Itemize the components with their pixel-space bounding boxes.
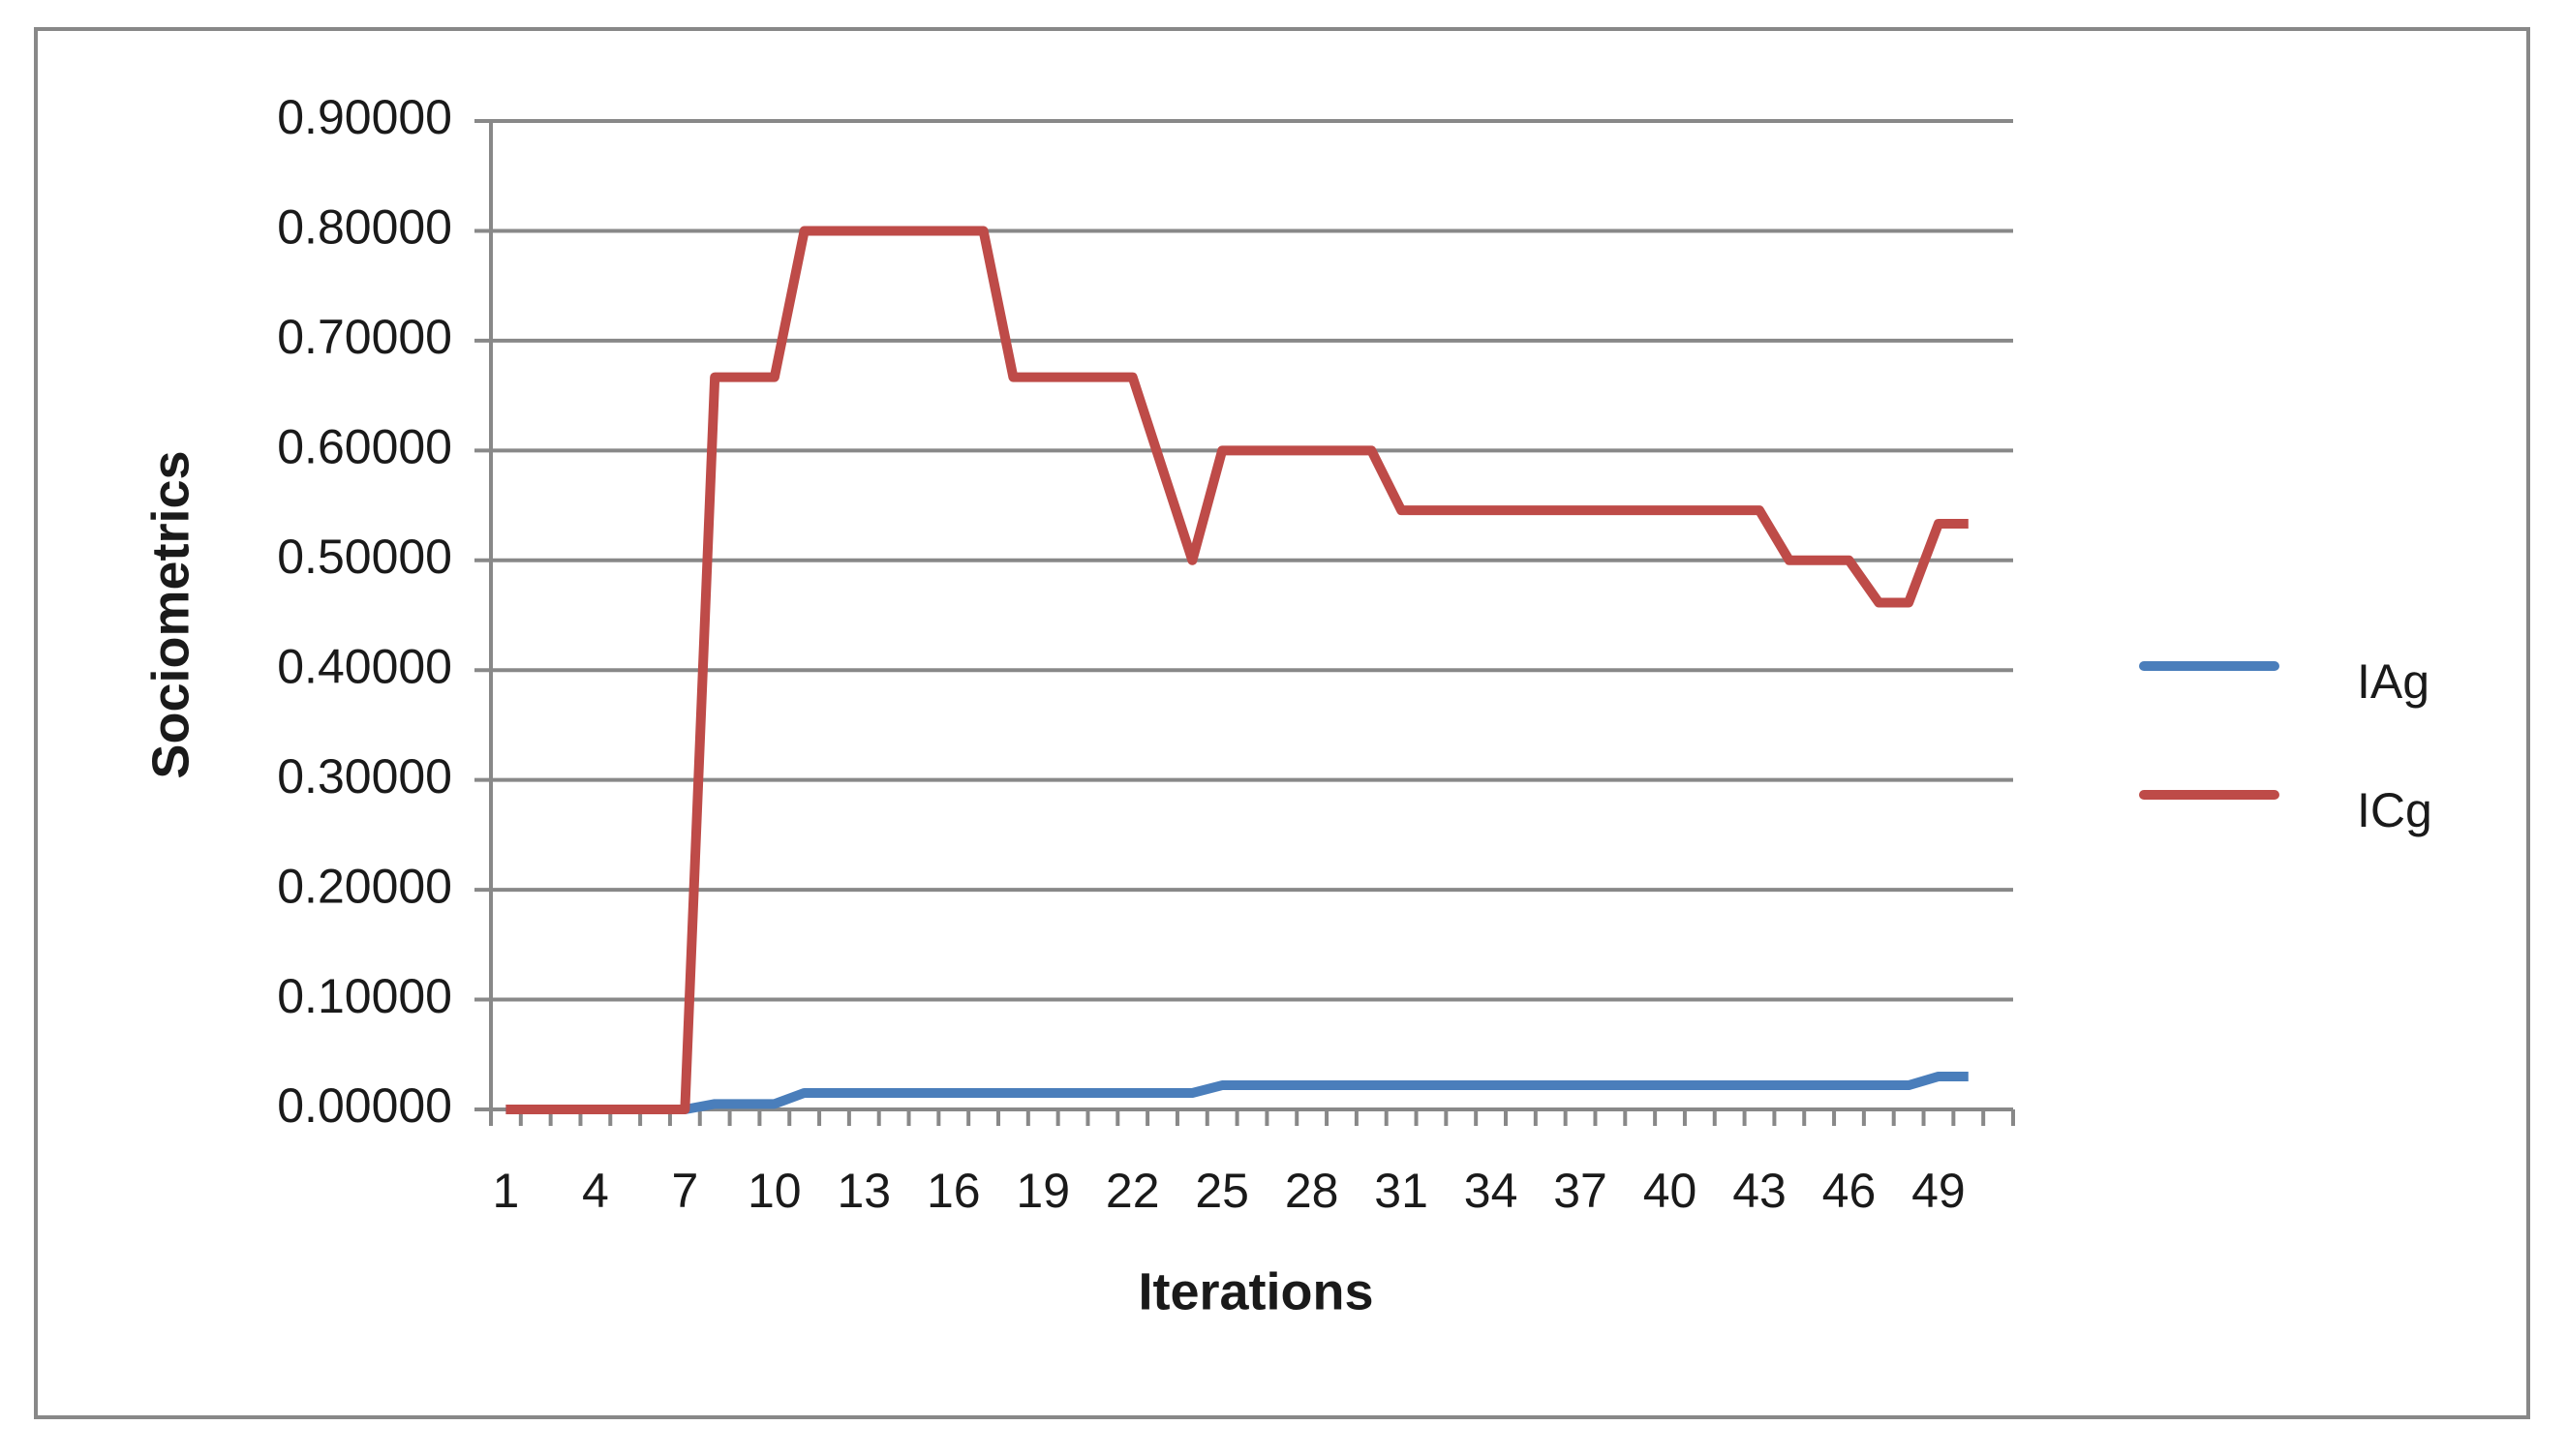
y-tick-label: 0.90000 xyxy=(277,90,452,144)
x-tick-label: 28 xyxy=(1285,1164,1339,1218)
series-line xyxy=(505,1071,1969,1114)
y-tick-label: 0.70000 xyxy=(277,310,452,364)
y-tick-label: 0.40000 xyxy=(277,639,452,693)
x-tick-label: 31 xyxy=(1374,1164,1428,1218)
y-tick-label: 0.60000 xyxy=(277,420,452,474)
x-tick-label: 16 xyxy=(927,1164,981,1218)
x-tick-label: 19 xyxy=(1016,1164,1070,1218)
x-tick-label: 13 xyxy=(837,1164,891,1218)
x-tick-label: 34 xyxy=(1464,1164,1518,1218)
y-axis-title: Sociometrics xyxy=(141,450,199,778)
x-tick-label: 1 xyxy=(493,1164,520,1218)
y-tick-label: 0.20000 xyxy=(277,859,452,913)
y-tick-label: 0.80000 xyxy=(277,200,452,255)
x-tick-label: 4 xyxy=(582,1164,609,1218)
x-tick-label: 46 xyxy=(1822,1164,1877,1218)
y-tick-label: 0.50000 xyxy=(277,530,452,584)
x-axis-title: Iterations xyxy=(1138,1262,1373,1320)
x-tick-label: 7 xyxy=(671,1164,698,1218)
legend-label: IAg xyxy=(2357,654,2429,709)
x-tick-label: 22 xyxy=(1106,1164,1160,1218)
y-tick-label: 0.30000 xyxy=(277,749,452,804)
chart-border xyxy=(34,27,2530,1419)
x-tick-label: 43 xyxy=(1732,1164,1787,1218)
x-tick-label: 40 xyxy=(1643,1164,1697,1218)
x-tick-label: 25 xyxy=(1195,1164,1249,1218)
series-line xyxy=(505,226,1969,1114)
x-tick-label: 37 xyxy=(1553,1164,1607,1218)
y-tick-label: 0.10000 xyxy=(277,969,452,1023)
x-tick-label: 49 xyxy=(1911,1164,1966,1218)
y-tick-label: 0.00000 xyxy=(277,1078,452,1133)
legend-label: ICg xyxy=(2357,783,2432,837)
x-tick-label: 10 xyxy=(748,1164,802,1218)
